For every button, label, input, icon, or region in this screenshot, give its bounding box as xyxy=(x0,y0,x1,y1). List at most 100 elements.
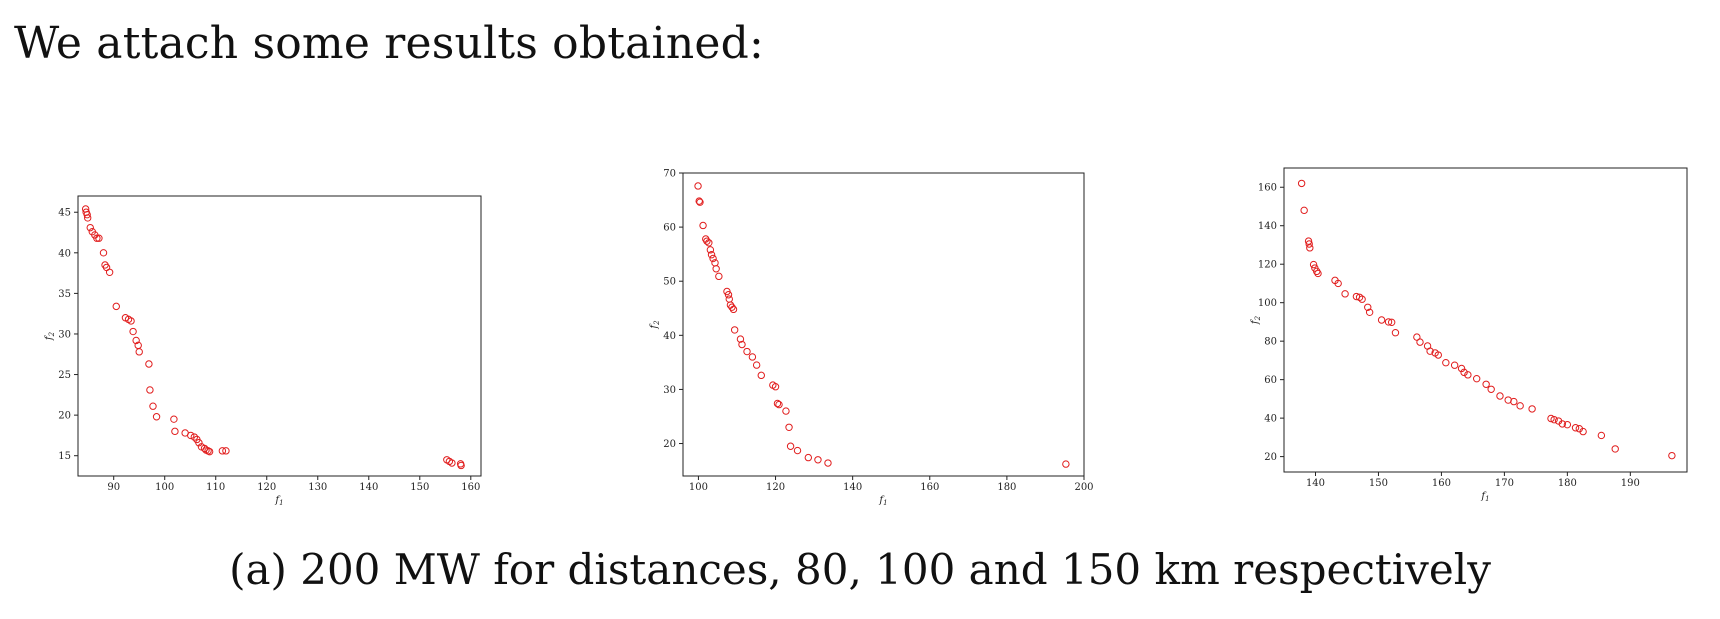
data-point xyxy=(86,223,94,232)
data-point xyxy=(699,221,707,230)
data-point xyxy=(1384,318,1393,326)
data-point xyxy=(190,433,199,441)
data-point xyxy=(1377,316,1386,324)
data-point xyxy=(726,301,735,309)
y-tick-label: 60 xyxy=(1264,375,1277,386)
data-point xyxy=(1364,303,1372,312)
data-point xyxy=(187,431,195,440)
data-point xyxy=(775,400,783,409)
plot-frame xyxy=(77,195,482,477)
x-axis-label: f1 xyxy=(878,495,887,507)
x-tick-label: 100 xyxy=(155,482,174,493)
x-tick-label: 140 xyxy=(843,482,862,493)
data-point xyxy=(1571,424,1580,432)
data-point xyxy=(83,214,92,222)
data-point xyxy=(1334,279,1342,288)
data-point xyxy=(457,461,465,470)
data-point xyxy=(1358,295,1366,303)
data-point xyxy=(748,353,757,361)
data-point xyxy=(195,439,203,447)
y-tick-label: 160 xyxy=(1258,183,1277,194)
y-tick-label: 40 xyxy=(1264,414,1277,425)
data-point xyxy=(1450,361,1459,369)
data-point xyxy=(696,198,704,206)
data-point xyxy=(1460,368,1468,377)
x-tick-label: 190 xyxy=(1621,478,1640,489)
data-point xyxy=(145,360,153,368)
data-point xyxy=(1426,347,1434,355)
data-point xyxy=(707,251,716,259)
data-point xyxy=(112,302,120,311)
x-tick-label: 160 xyxy=(920,482,939,493)
data-point xyxy=(786,442,795,450)
data-point xyxy=(152,413,161,421)
y-tick-label: 140 xyxy=(1258,221,1277,232)
data-point xyxy=(95,234,103,242)
data-point xyxy=(771,383,780,391)
data-point xyxy=(1482,380,1490,388)
chart-1: 90 100 110 120 130 140 150 160 15 20 25 30 35 40 45 f1 f… xyxy=(44,195,482,507)
data-point xyxy=(804,453,813,462)
data-point xyxy=(1496,392,1504,400)
data-point xyxy=(1365,308,1374,317)
data-point xyxy=(738,340,746,349)
y-axis-label: f2 xyxy=(1250,315,1262,325)
data-point xyxy=(793,446,802,455)
data-point xyxy=(1611,445,1619,453)
x-tick-label: 150 xyxy=(410,482,429,493)
data-point xyxy=(1510,397,1518,406)
data-point xyxy=(712,265,720,273)
data-point xyxy=(83,210,91,219)
data-point xyxy=(105,268,114,276)
data-point xyxy=(1314,269,1322,278)
data-point xyxy=(132,336,140,345)
data-point xyxy=(1300,206,1308,215)
data-point xyxy=(1516,402,1524,410)
y-tick-label: 20 xyxy=(58,411,71,422)
data-point xyxy=(1416,338,1424,346)
data-point xyxy=(785,423,793,432)
figure-caption: (a) 200 MW for distances, 80, 100 and 15… xyxy=(229,545,1491,594)
data-point xyxy=(694,182,702,190)
y-axis-label: f2 xyxy=(44,331,56,341)
x-tick-label: 170 xyxy=(1495,478,1514,489)
data-point xyxy=(1547,414,1555,423)
data-point xyxy=(730,326,739,334)
x-axis-label: f1 xyxy=(274,495,283,507)
y-tick-label: 50 xyxy=(663,277,676,288)
data-point xyxy=(448,459,456,467)
x-tick-label: 100 xyxy=(689,482,708,493)
y-tick-label: 20 xyxy=(1264,452,1277,463)
data-point xyxy=(218,447,227,455)
x-tick-label: 140 xyxy=(359,482,378,493)
data-point xyxy=(729,305,738,314)
data-point xyxy=(1297,179,1306,188)
y-tick-label: 35 xyxy=(58,289,71,300)
data-point xyxy=(709,254,717,263)
data-point xyxy=(1550,415,1558,424)
data-point xyxy=(782,407,790,415)
data-point xyxy=(1472,374,1481,383)
y-tick-label: 60 xyxy=(663,223,676,234)
y-tick-label: 120 xyxy=(1258,260,1277,271)
y-tick-label: 40 xyxy=(663,331,676,342)
y-tick-label: 30 xyxy=(663,385,676,396)
data-point xyxy=(1597,431,1606,440)
data-point xyxy=(724,291,733,299)
data-point xyxy=(1387,318,1396,327)
y-tick-label: 70 xyxy=(663,169,676,180)
data-point xyxy=(757,371,765,380)
data-point xyxy=(1304,237,1313,245)
data-point xyxy=(149,402,157,410)
data-point xyxy=(146,386,154,394)
x-tick-label: 160 xyxy=(1432,478,1451,489)
data-point xyxy=(715,272,723,281)
data-point xyxy=(1305,240,1313,248)
data-point xyxy=(205,447,214,456)
y-tick-label: 45 xyxy=(58,208,71,219)
data-point xyxy=(1528,405,1536,413)
data-point xyxy=(170,415,178,423)
y-tick-label: 15 xyxy=(58,451,71,462)
data-point xyxy=(706,246,715,254)
